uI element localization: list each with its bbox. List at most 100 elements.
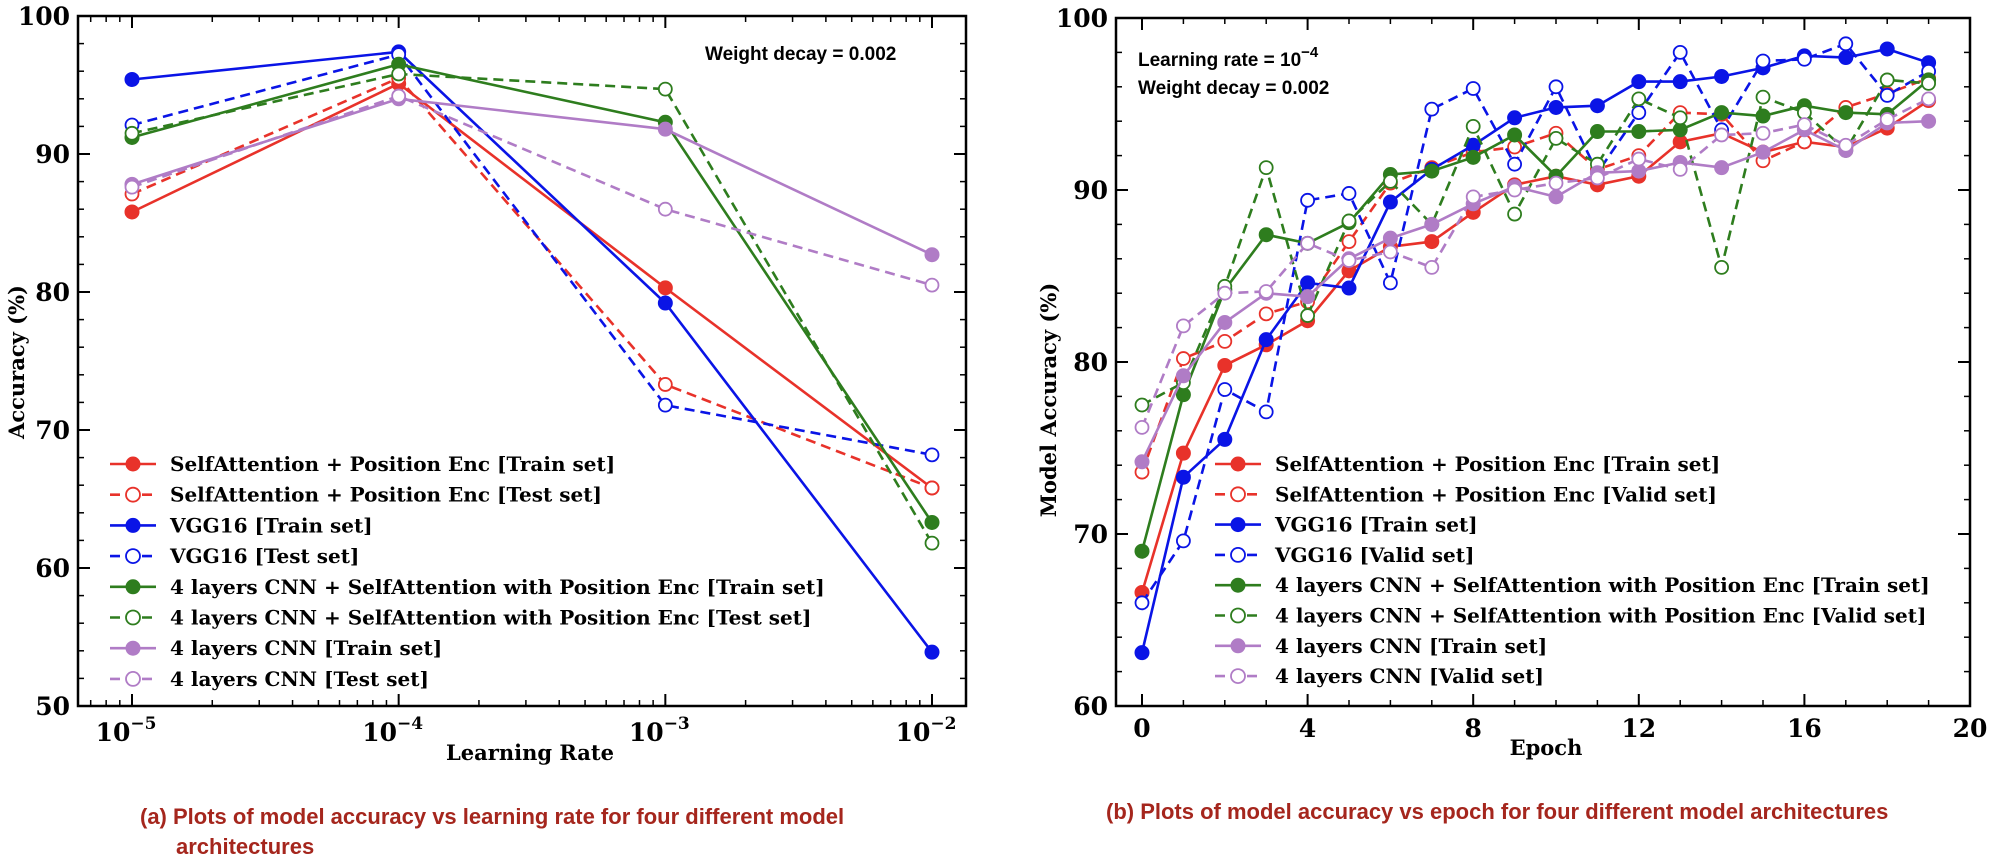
b-series-6-point-1 xyxy=(1175,368,1191,384)
b-series-5-point-14 xyxy=(1714,259,1729,275)
chart-a-plot-frame xyxy=(76,14,968,708)
b-series-3-point-2 xyxy=(1217,382,1233,397)
b-series-3-point-9 xyxy=(1507,156,1522,172)
a-series-0-point-2 xyxy=(657,280,673,296)
a-legend-marker-6 xyxy=(125,640,141,656)
b-series-2-point-5 xyxy=(1341,280,1357,296)
b-series-6-point-15 xyxy=(1755,144,1771,160)
chart-a-ylabel: Accuracy (%) xyxy=(4,285,29,440)
b-series-6-point-10 xyxy=(1548,189,1564,205)
b-series-7-point-9 xyxy=(1507,182,1522,198)
b-ytick-label-4: 100 xyxy=(1056,4,1108,33)
a-series-2-point-2 xyxy=(657,295,673,311)
a-ytick-label-0: 50 xyxy=(35,692,70,721)
b-series-3-point-8 xyxy=(1465,81,1481,96)
a-xtick-label-1: 10−4 xyxy=(362,714,423,747)
a-xtick-label-0: 10−5 xyxy=(96,714,157,747)
b-series-2-point-1 xyxy=(1175,469,1191,485)
b-series-5-point-19 xyxy=(1921,75,1936,91)
a-legend-label-4: 4 layers CNN + SelfAttention with Positi… xyxy=(170,575,825,599)
a-xtick-exponent-0: −5 xyxy=(130,714,156,734)
a-series-7-line xyxy=(131,94,933,287)
b-series-2-point-14 xyxy=(1714,68,1730,84)
b-series-2-point-18 xyxy=(1879,41,1895,57)
b-series-6-point-6 xyxy=(1382,230,1398,246)
b-legend-marker-6 xyxy=(1230,638,1246,654)
b-series-0-point-1 xyxy=(1175,445,1191,461)
b-series-4-point-14 xyxy=(1714,105,1730,121)
b-series-3-point-4 xyxy=(1300,192,1315,208)
b-xtick-label-1: 4 xyxy=(1299,714,1316,743)
b-series-7-point-14 xyxy=(1714,127,1729,143)
a-series-1-line xyxy=(131,76,933,490)
b-series-4-point-15 xyxy=(1755,108,1771,124)
a-xtick-exponent-2: −3 xyxy=(664,714,690,734)
a-series-7-point-1 xyxy=(391,88,407,104)
a-legend-marker-4 xyxy=(125,579,141,595)
a-series-3-line xyxy=(131,53,933,457)
a-xtick-exponent-3: −2 xyxy=(930,714,956,734)
a-legend-marker-7 xyxy=(125,671,141,687)
b-series-3-point-0 xyxy=(1134,595,1150,611)
chart-a-series xyxy=(124,44,940,660)
b-series-5-point-8 xyxy=(1465,118,1481,134)
b-series-4-point-8 xyxy=(1465,149,1481,165)
a-xtick-label-2: 10−3 xyxy=(629,714,690,747)
a-series-4-point-3 xyxy=(924,514,940,530)
b-series-7-point-13 xyxy=(1672,161,1688,177)
a-series-6-point-3 xyxy=(924,247,940,263)
b-series-2-point-6 xyxy=(1382,194,1398,210)
chart-b-series xyxy=(1134,36,1937,661)
b-series-3-point-18 xyxy=(1879,88,1895,103)
b-series-3-point-6 xyxy=(1383,275,1398,291)
b-ytick-label-2: 80 xyxy=(1073,348,1108,377)
b-legend-marker-0 xyxy=(1230,456,1246,472)
a-series-1-point-2 xyxy=(657,377,673,392)
b-series-3-point-16 xyxy=(1797,51,1812,67)
a-legend-label-6: 4 layers CNN [Train set] xyxy=(170,636,442,660)
b-series-7-point-19 xyxy=(1921,91,1936,107)
b-xtick-label-3: 12 xyxy=(1621,714,1656,743)
b-series-1-point-3 xyxy=(1258,306,1274,322)
a-legend-label-0: SelfAttention + Position Enc [Train set] xyxy=(170,452,615,476)
b-series-5-point-16 xyxy=(1797,105,1812,120)
a-legend-marker-3 xyxy=(125,548,141,564)
b-series-2-point-11 xyxy=(1589,98,1605,114)
a-legend-marker-5 xyxy=(125,609,141,626)
a-ytick-label-2: 70 xyxy=(35,416,70,445)
a-series-5-line xyxy=(131,72,934,544)
b-series-3-point-10 xyxy=(1548,79,1564,95)
b-legend-marker-5 xyxy=(1230,607,1246,624)
caption-b: (b) Plots of model accuracy vs epoch for… xyxy=(1106,799,1889,824)
b-series-3-point-13 xyxy=(1672,45,1688,60)
b-ytick-label-1: 70 xyxy=(1073,520,1108,549)
b-series-7-point-8 xyxy=(1465,189,1481,205)
a-series-6-line xyxy=(131,97,933,256)
b-series-7-point-18 xyxy=(1879,112,1895,127)
b-series-2-point-13 xyxy=(1672,74,1688,90)
b-series-7-point-3 xyxy=(1258,284,1274,299)
b-series-2-point-17 xyxy=(1838,50,1854,66)
a-legend-label-3: VGG16 [Test set] xyxy=(169,544,359,568)
b-series-4-point-17 xyxy=(1838,105,1854,121)
a-ytick-label-1: 60 xyxy=(35,554,70,583)
b-legend-label-1: SelfAttention + Position Enc [Valid set] xyxy=(1275,482,1717,506)
b-legend-marker-1 xyxy=(1230,486,1246,503)
a-legend-marker-2 xyxy=(125,517,141,533)
a-legend-label-2: VGG16 [Train set] xyxy=(169,513,373,537)
a-series-3-point-2 xyxy=(657,397,673,413)
b-series-5-point-10 xyxy=(1548,130,1564,146)
b-series-3-point-15 xyxy=(1755,53,1771,69)
chart-a-annotation: Weight decay = 0.002 xyxy=(705,44,896,65)
chart-a-axis-ticks: 50 60 70 80 90 100 10−5 10−4 10−3 10−2 xyxy=(18,2,966,747)
b-series-2-point-10 xyxy=(1548,99,1564,115)
a-series-2-line xyxy=(131,50,934,653)
b-ytick-label-0: 60 xyxy=(1073,692,1108,721)
b-series-5-point-6 xyxy=(1383,173,1398,189)
chart-b-legend: SelfAttention + Position Enc [Train set]… xyxy=(1215,452,1930,688)
b-series-5-point-9 xyxy=(1507,206,1522,222)
b-legend-label-6: 4 layers CNN [Train set] xyxy=(1275,634,1547,658)
b-series-4-point-0 xyxy=(1134,543,1150,559)
b-series-6-point-7 xyxy=(1424,216,1440,232)
